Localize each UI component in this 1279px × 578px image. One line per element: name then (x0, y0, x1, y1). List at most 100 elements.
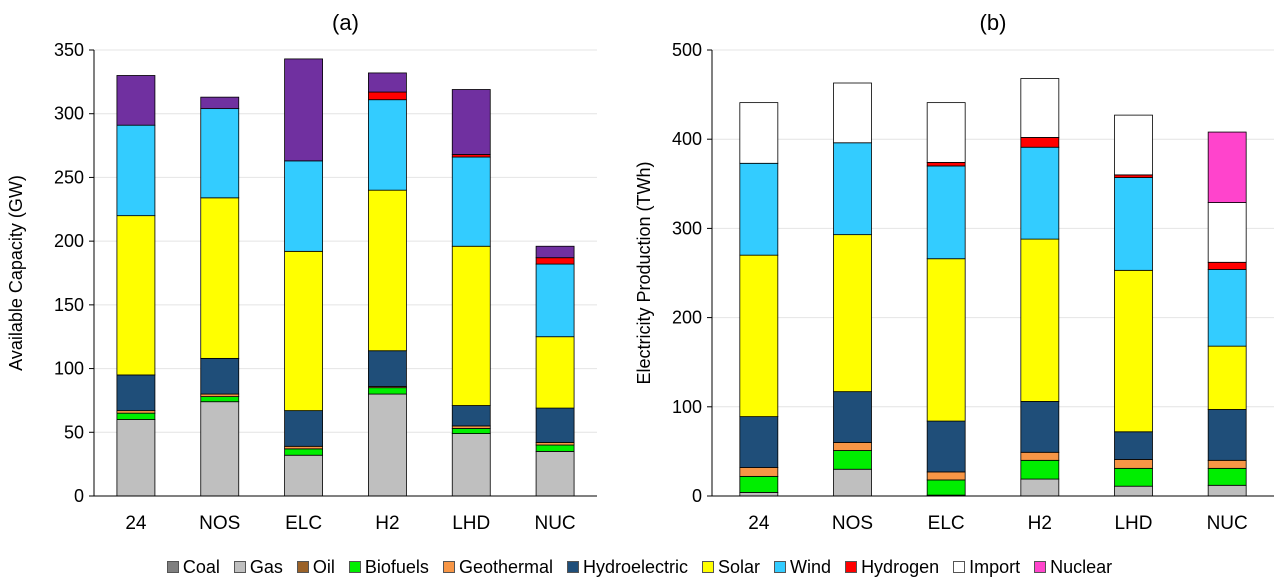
bar-segment-hydroelectric-lhd (451, 405, 491, 427)
chart-title: (b) (980, 10, 1007, 35)
bar-segment-solar-24 (116, 215, 156, 376)
bar-segment-hydrogen-nuc (535, 257, 575, 265)
chart-canvas: 24 NOS ELC H2 LHD NUC 0 50 100 150 200 250 300 350 (a)… (6, 10, 1274, 534)
legend-item-nuclear: Nuclear (1034, 557, 1112, 578)
bar-segment-hydrogen-h2 (1020, 137, 1060, 148)
bar-segment-biofuels-lhd (451, 428, 491, 434)
legend-item-gas: Gas (233, 556, 283, 578)
bar-segment-geothermal-24 (739, 467, 779, 477)
panel-a: 24 NOS ELC H2 LHD NUC 0 50 100 150 200 250 300 350 (a)… (6, 10, 597, 534)
bar-segment-biofuels-lhd (1114, 467, 1153, 487)
legend-label: Hydroelectric (582, 556, 689, 577)
legend-label: Solar (718, 556, 761, 577)
bar-segment-wind-nos (200, 108, 240, 199)
legend-swatch (166, 561, 179, 573)
bar-segment-import-nos (833, 82, 872, 144)
y-tick-label: 300 (672, 218, 702, 238)
bar-segment-nuclear-nos (200, 96, 240, 110)
legend-swatch (1034, 561, 1047, 573)
bar-segment-gas-24 (116, 419, 156, 497)
legend-swatch (296, 561, 309, 573)
bar-segment-biofuels-nuc (535, 444, 575, 452)
bar-segment-wind-h2 (1020, 146, 1060, 240)
legend-swatch (702, 561, 715, 573)
x-tick-label: LHD (1114, 513, 1152, 534)
legend-item-coal: Coal (166, 557, 220, 578)
bar-segment-biofuels-nos (200, 396, 240, 403)
bar-segment-wind-24 (739, 162, 779, 256)
bar-segment-gas-lhd (1114, 485, 1153, 497)
legend-swatch (442, 561, 455, 573)
x-tick-label: ELC (285, 513, 322, 534)
legend-label: Gas (249, 556, 283, 577)
legend: Coal Gas Oil Biofuels Geothermal Hydroelectri… (0, 556, 1279, 578)
y-tick-label: 250 (54, 167, 84, 187)
bar-segment-wind-24 (116, 124, 156, 217)
bar-segment-wind-lhd (451, 156, 491, 247)
x-tick-label: ELC (928, 513, 965, 534)
bar-segment-hydrogen-lhd (1114, 174, 1153, 178)
chart-title: (a) (332, 10, 359, 35)
bar-segment-hydroelectric-nos (200, 357, 240, 395)
bar-segment-gas-elc (284, 454, 323, 497)
x-tick-label: NUC (1207, 513, 1248, 534)
bar-segment-import-24 (739, 102, 779, 164)
y-tick-label: 200 (672, 308, 702, 328)
legend-item-import: Import (953, 557, 1020, 578)
y-axis-label: Available Capacity (GW) (6, 175, 26, 371)
bar-segment-hydroelectric-elc (284, 410, 323, 447)
legend-item-hydroelectric: Hydroelectric (566, 556, 689, 578)
panel-b: 24 NOS ELC H2 LHD NUC 0 100 200 300 400 500 (b) Elect… (634, 10, 1274, 534)
bar-segment-hydroelectric-elc (926, 420, 966, 473)
bar-segment-solar-lhd (451, 245, 491, 406)
bar-segment-wind-h2 (368, 99, 407, 191)
legend-label: Biofuels (364, 556, 429, 577)
bar-segment-hydrogen-elc (926, 161, 966, 167)
legend-label: Wind (790, 556, 832, 577)
bar-segment-hydroelectric-24 (739, 416, 779, 468)
bar-segment-geothermal-nuc (1207, 459, 1247, 469)
bar-segment-biofuels-h2 (368, 387, 407, 395)
bar-segment-solar-nuc (535, 336, 575, 409)
bar-segment-biofuels-24 (116, 412, 156, 420)
bar-segment-hydroelectric-h2 (1020, 401, 1060, 453)
bar-segment-gas-h2 (1020, 478, 1060, 497)
bar-segment-import-nuc (1207, 202, 1247, 263)
y-tick-label: 350 (54, 40, 84, 60)
bar-segment-nuclear-nuc (1207, 131, 1247, 203)
legend-label: Nuclear (1050, 556, 1113, 577)
bar-segment-import-lhd (1114, 114, 1153, 176)
legend-item-biofuels: Biofuels (348, 556, 429, 578)
legend-swatch (348, 561, 361, 573)
bar-segment-biofuels-nuc (1207, 467, 1247, 486)
bar-segment-biofuels-h2 (1020, 459, 1060, 480)
bar-segment-nuclear-nuc (535, 245, 575, 259)
legend-label: Import (969, 556, 1021, 577)
bar-segment-import-h2 (1020, 78, 1060, 138)
legend-swatch (953, 561, 966, 573)
bar-segment-hydroelectric-lhd (1114, 431, 1153, 460)
legend-swatch (233, 561, 246, 573)
bar-segment-hydrogen-h2 (368, 91, 407, 101)
legend-label: Oil (312, 556, 335, 577)
y-tick-label: 100 (54, 359, 84, 379)
bar-segment-hydroelectric-nuc (535, 407, 575, 443)
legend-item-geothermal: Geothermal (442, 557, 553, 578)
x-tick-label: H2 (1028, 513, 1052, 534)
bar-segment-gas-nuc (535, 450, 575, 497)
x-tick-label: H2 (375, 513, 399, 534)
bar-segment-wind-lhd (1114, 177, 1153, 271)
bar-segment-hydroelectric-h2 (368, 350, 407, 387)
bar-segment-geothermal-elc (926, 471, 966, 481)
bar-segment-biofuels-elc (284, 448, 323, 456)
bar-segment-wind-nuc (535, 263, 575, 338)
x-tick-label: NOS (199, 513, 240, 534)
bar-segment-nuclear-lhd (451, 89, 491, 155)
bar-segment-solar-h2 (1020, 238, 1060, 402)
bar-segment-hydroelectric-24 (116, 374, 156, 412)
bar-segment-wind-elc (284, 160, 323, 252)
y-axis-label: Electricity Production (TWh) (634, 161, 654, 384)
bar-segment-solar-24 (739, 254, 779, 418)
bar-segment-biofuels-nos (833, 450, 872, 470)
bar-segment-solar-elc (926, 258, 966, 422)
